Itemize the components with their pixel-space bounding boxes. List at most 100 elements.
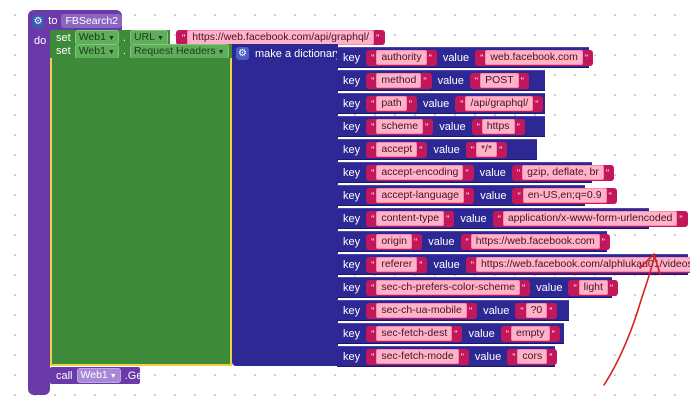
key-text-value[interactable]: method — [376, 73, 422, 88]
property-dropdown[interactable]: Request Headers ▼ — [129, 43, 229, 59]
key-text-block[interactable]: " method " — [366, 72, 432, 89]
procedure-footer — [28, 374, 50, 395]
procedure-name-field[interactable]: FBSearch2 — [61, 14, 122, 28]
property-dropdown[interactable]: URL ▼ — [129, 30, 168, 45]
dictionary-pair-row[interactable]: key " method " value " POST " — [337, 70, 545, 91]
value-text-block[interactable]: " application/x-www-form-urlencoded " — [492, 210, 688, 227]
close-quote-icon: " — [551, 328, 555, 339]
value-text-value[interactable]: ?0 — [525, 303, 548, 318]
key-text-value[interactable]: accept — [376, 142, 418, 157]
value-text-block[interactable]: " ?0 " — [515, 302, 558, 319]
key-text-value[interactable]: accept-language — [376, 188, 464, 203]
value-text-value[interactable]: empty — [510, 326, 550, 341]
value-text-block[interactable]: " light " — [568, 279, 619, 296]
value-text-value[interactable]: application/x-www-form-urlencoded — [502, 211, 678, 226]
component-dropdown[interactable]: Web1 ▼ — [74, 43, 119, 59]
open-quote-icon: " — [371, 121, 375, 132]
key-text-value[interactable]: origin — [376, 234, 413, 249]
gear-icon[interactable]: ⚙ — [32, 14, 45, 28]
value-text-value[interactable]: POST — [480, 73, 519, 88]
value-text-block[interactable]: " empty " — [500, 325, 560, 342]
key-text-value[interactable]: referer — [376, 257, 418, 272]
key-text-value[interactable]: sec-ch-prefers-color-scheme — [376, 280, 520, 295]
value-text-block[interactable]: " POST " — [469, 72, 529, 89]
value-text-value[interactable]: en-US,en;q=0.9 — [522, 188, 607, 203]
value-text-block[interactable]: " cors " — [507, 348, 558, 365]
value-text-value[interactable]: /api/graphql/ — [465, 96, 534, 111]
key-text-value[interactable]: sec-ch-ua-mobile — [376, 303, 467, 318]
url-text-block[interactable]: " https://web.facebook.com/api/graphql/ … — [176, 30, 386, 45]
key-text-block[interactable]: " scheme " — [366, 118, 434, 135]
url-text-value[interactable]: https://web.facebook.com/api/graphql/ — [187, 30, 375, 45]
key-text-block[interactable]: " authority " — [366, 49, 437, 66]
key-text-value[interactable]: content-type — [376, 211, 445, 226]
set-headers-body[interactable] — [50, 58, 232, 366]
procedure-block[interactable]: ⚙ to FBSearch2 do — [28, 10, 122, 395]
set-headers-block[interactable]: set Web1▼ . Request Headers▼ to — [50, 43, 242, 59]
call-get-block[interactable]: call Web1 ▼ .Get — [50, 367, 146, 384]
key-text-value[interactable]: accept-encoding — [376, 165, 464, 180]
key-keyword: key — [343, 281, 361, 294]
value-text-block[interactable]: " https://web.facebook.com " — [460, 233, 610, 250]
value-keyword: value — [439, 120, 466, 133]
procedure-header[interactable]: ⚙ to FBSearch2 — [28, 10, 122, 32]
key-text-block[interactable]: " accept-language " — [366, 187, 475, 204]
dictionary-pair-row[interactable]: key " sec-ch-ua-mobile " value " ?0 " — [337, 300, 569, 321]
close-quote-icon: " — [419, 144, 423, 155]
value-text-block[interactable]: " en-US,en;q=0.9 " — [512, 187, 617, 204]
key-text-value[interactable]: path — [376, 96, 407, 111]
dictionary-pair-row[interactable]: key " authority " value " web.facebook.com " — [337, 47, 594, 68]
key-text-block[interactable]: " sec-ch-prefers-color-scheme " — [366, 279, 531, 296]
key-text-value[interactable]: scheme — [376, 119, 424, 134]
dictionary-pair-row[interactable]: key " path " value "/api/graphql/" — [337, 93, 545, 114]
value-text-block[interactable]: "/api/graphql/" — [455, 95, 544, 112]
dictionary-pair-row[interactable]: key " referer " value " https://web.facebook.c… — [337, 254, 690, 275]
close-quote-icon: " — [601, 236, 605, 247]
value-text-block[interactable]: " web.facebook.com " — [475, 49, 594, 66]
value-text-value[interactable]: https://web.facebook.com — [470, 234, 600, 249]
key-text-block[interactable]: " content-type " — [366, 210, 455, 227]
value-text-block[interactable]: " gzip, deflate, br " — [511, 164, 615, 181]
value-text-value[interactable]: light — [578, 280, 608, 295]
dictionary-pair-row[interactable]: key " content-type " value " application/x-www… — [337, 208, 688, 229]
value-text-block[interactable]: " */* " — [465, 141, 508, 158]
dictionary-pair-row[interactable]: key " scheme " value " https " — [337, 116, 545, 137]
key-text-block[interactable]: " accept-encoding " — [366, 164, 474, 181]
component-dropdown[interactable]: Web1 ▼ — [74, 30, 119, 45]
key-text-block[interactable]: " origin " — [366, 233, 423, 250]
component-dropdown[interactable]: Web1 ▼ — [76, 368, 121, 383]
dot-separator: . — [122, 31, 126, 44]
value-text-value[interactable]: */* — [475, 142, 498, 157]
value-text-block[interactable]: " https " — [471, 118, 525, 135]
dictionary-pair-row[interactable]: key " accept-language " value " en-US,en;q=0.9… — [337, 185, 617, 206]
key-text-block[interactable]: " sec-fetch-dest " — [366, 325, 463, 342]
key-keyword: key — [343, 97, 361, 110]
key-text-block[interactable]: " path " — [366, 95, 417, 112]
key-text-value[interactable]: authority — [376, 50, 427, 65]
open-quote-icon: " — [371, 52, 375, 63]
value-text-value[interactable]: https://web.facebook.com/alphlukau01/vid… — [475, 257, 690, 272]
gear-icon[interactable]: ⚙ — [236, 47, 249, 60]
key-text-value[interactable]: sec-fetch-dest — [376, 326, 453, 341]
dictionary-pair-row[interactable]: key " accept-encoding " value " gzip, deflate,… — [337, 162, 615, 183]
close-quote-icon: " — [549, 305, 553, 316]
dictionary-pair-row[interactable]: key " sec-fetch-mode " value " cors " — [337, 346, 558, 367]
value-text-value[interactable]: gzip, deflate, br — [522, 165, 604, 180]
dictionary-pair-row[interactable]: key " accept " value " */* " — [337, 139, 537, 160]
key-text-block[interactable]: " sec-fetch-mode " — [366, 348, 469, 365]
dictionary-pair-row[interactable]: key " sec-fetch-dest " value " empty " — [337, 323, 564, 344]
value-text-value[interactable]: https — [481, 119, 515, 134]
dictionary-pair-row[interactable]: key " sec-ch-prefers-color-scheme " value " li… — [337, 277, 619, 298]
dictionary-pair-row[interactable]: key " origin " value " https://web.facebook.co… — [337, 231, 610, 252]
set-url-block[interactable]: set Web1▼ . URL▼ to — [50, 30, 181, 45]
key-text-block[interactable]: " sec-ch-ua-mobile " — [366, 302, 478, 319]
key-text-value[interactable]: sec-fetch-mode — [376, 349, 459, 364]
value-text-block[interactable]: " https://web.facebook.com/alphlukau01/vi… — [465, 256, 690, 273]
make-dictionary-block[interactable]: ⚙ make a dictionary — [232, 44, 341, 366]
value-text-value[interactable]: web.facebook.com — [485, 50, 583, 65]
set-keyword: set — [56, 45, 71, 57]
key-text-block[interactable]: " referer " — [366, 256, 428, 273]
value-text-value[interactable]: cors — [517, 349, 548, 364]
key-text-block[interactable]: " accept " — [366, 141, 428, 158]
open-quote-icon: " — [573, 282, 577, 293]
